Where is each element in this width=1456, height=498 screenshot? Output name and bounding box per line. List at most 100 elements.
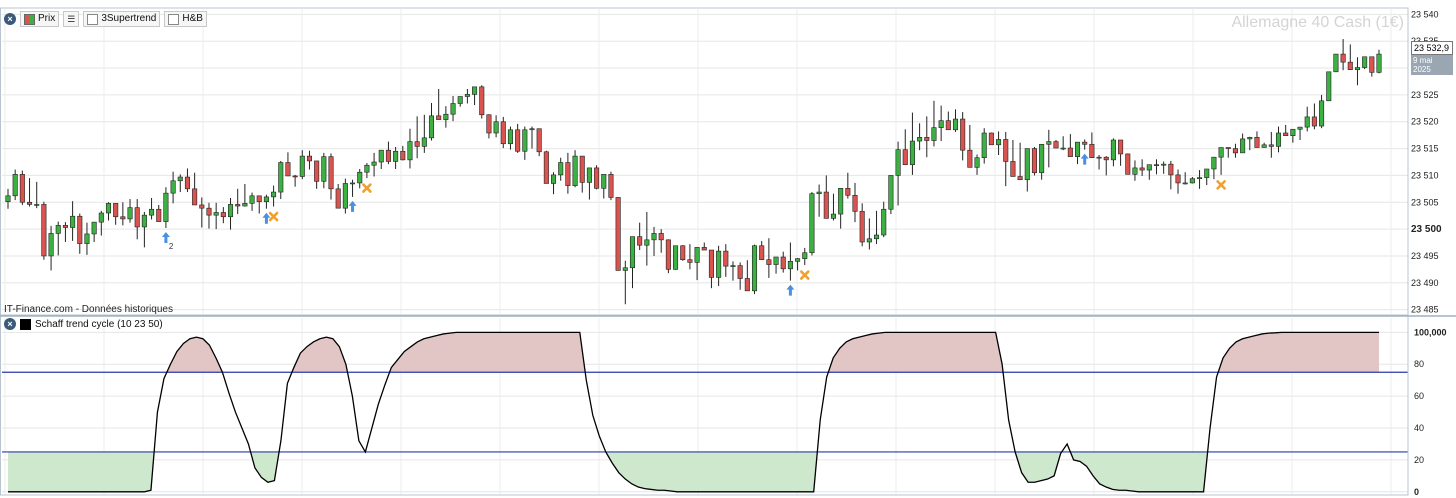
candle-up	[227, 204, 234, 218]
candle-up	[1046, 141, 1052, 145]
price-axis-tick: 23 520	[1411, 117, 1439, 127]
candle-down	[335, 188, 341, 209]
candle-up	[787, 261, 793, 270]
candle-up	[974, 157, 980, 168]
candle-up	[1275, 132, 1282, 147]
candle-down	[1283, 132, 1289, 136]
candle-up	[1204, 168, 1210, 178]
candle-down	[1340, 53, 1346, 63]
candle-down	[113, 203, 119, 218]
list-icon: ☰	[67, 14, 76, 24]
data-source-label: IT-Finance.com - Données historiques	[4, 304, 173, 315]
candle-down	[192, 188, 198, 206]
sell-cross-icon	[362, 183, 372, 193]
candle-down	[1369, 56, 1375, 73]
candle-down	[780, 256, 786, 270]
candle-up	[278, 162, 284, 193]
price-axis-tick: 23 510	[1411, 170, 1439, 180]
candle-up	[163, 192, 169, 222]
candle-up	[866, 238, 872, 243]
candle-up	[321, 156, 327, 182]
candle-up	[170, 180, 176, 194]
close-panel-icon[interactable]: ×	[4, 318, 16, 330]
candle-up	[551, 174, 557, 184]
checkbox-icon[interactable]	[168, 13, 180, 25]
candle-down	[687, 259, 693, 263]
candle-up	[996, 139, 1002, 146]
candle-up	[694, 247, 700, 263]
candle-down	[960, 118, 966, 151]
candle-up	[98, 212, 104, 223]
candle-up	[952, 118, 959, 131]
candle-up	[529, 128, 535, 131]
candle-down	[385, 149, 391, 162]
candle-up	[874, 234, 880, 240]
candle-down	[256, 195, 262, 203]
buy-arrow-icon	[1080, 153, 1089, 165]
candle-down	[823, 191, 829, 219]
candle-up	[421, 137, 427, 147]
candle-up	[105, 203, 112, 214]
stc-series-line	[8, 331, 1379, 493]
candle-up	[601, 174, 607, 189]
candle-up	[1024, 148, 1030, 181]
stc-axis-tick: 80	[1414, 359, 1424, 369]
candle-down	[859, 211, 865, 243]
candle-down	[902, 149, 908, 165]
candle-down	[1003, 139, 1009, 162]
candle-down	[120, 216, 126, 220]
candle-down	[285, 162, 291, 177]
candle-up	[558, 162, 564, 176]
price-axis-tick: 23 515	[1411, 144, 1439, 154]
candle-up	[1326, 71, 1332, 102]
candle-up	[464, 94, 470, 97]
checkbox-icon[interactable]	[87, 13, 99, 25]
legend-hb-chip[interactable]: H&B	[164, 11, 207, 27]
candle-down	[479, 86, 485, 116]
price-axis-tick: 23 500	[1411, 224, 1442, 235]
legend-menu-chip[interactable]: ☰	[63, 11, 80, 27]
candle-up	[457, 96, 463, 104]
close-panel-icon[interactable]: ×	[4, 13, 16, 25]
candle-up	[1096, 156, 1102, 159]
candle-up	[1362, 56, 1368, 68]
candle-up	[342, 183, 348, 209]
legend-supertrend-chip[interactable]: 3Supertrend	[83, 11, 161, 27]
candle-up	[931, 127, 937, 141]
stc-overbought-fill	[8, 332, 1379, 373]
candle-down	[500, 121, 506, 145]
candle-down	[156, 208, 162, 222]
candle-down	[565, 162, 571, 186]
legend-supertrend-label: 3Supertrend	[101, 13, 157, 24]
candle-up	[1060, 147, 1066, 150]
candle-up	[91, 221, 97, 235]
candle-down	[1053, 141, 1059, 149]
buy-arrow-icon	[786, 284, 795, 296]
stc-axis-tick: 40	[1414, 423, 1424, 433]
candle-up	[1319, 100, 1325, 127]
price-axis-tick: 23 505	[1411, 197, 1439, 207]
candle-up	[242, 203, 248, 207]
candle-up	[644, 239, 650, 246]
candle-up	[888, 175, 894, 210]
candle-up	[586, 167, 592, 183]
candle-up	[472, 86, 478, 95]
candle-down	[486, 114, 492, 134]
sell-cross-stroke	[1216, 180, 1226, 190]
candle-up	[802, 252, 808, 259]
candle-up	[716, 250, 722, 278]
candle-up	[1211, 156, 1217, 170]
candle-down	[615, 197, 621, 271]
price-swatch-icon	[24, 13, 35, 25]
candle-up	[407, 141, 413, 161]
candle-up	[1189, 178, 1195, 184]
candle-down	[184, 176, 190, 190]
candle-up	[773, 256, 779, 265]
sub-legend: × Schaff trend cycle (10 23 50)	[4, 318, 163, 330]
candle-up	[651, 233, 657, 241]
candle-up	[271, 191, 277, 198]
sell-cross-stroke	[362, 183, 372, 193]
legend-price-chip[interactable]: Prix	[20, 11, 60, 27]
candle-down	[1168, 163, 1174, 176]
